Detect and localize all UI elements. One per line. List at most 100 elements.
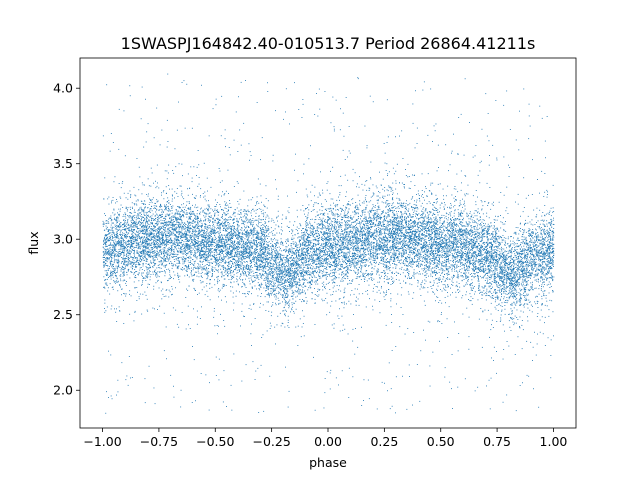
scatter-point bbox=[445, 230, 447, 231]
scatter-point bbox=[392, 202, 394, 204]
scatter-point bbox=[409, 376, 410, 377]
scatter-point bbox=[314, 245, 316, 247]
scatter-point bbox=[188, 223, 189, 225]
scatter-point bbox=[164, 252, 166, 254]
scatter-point bbox=[132, 231, 133, 232]
scatter-point bbox=[153, 387, 155, 389]
scatter-point bbox=[278, 265, 280, 267]
scatter-point bbox=[397, 234, 399, 236]
scatter-point bbox=[310, 287, 312, 289]
scatter-point bbox=[402, 158, 404, 159]
scatter-point bbox=[375, 257, 377, 259]
scatter-point bbox=[290, 311, 291, 313]
scatter-point bbox=[214, 213, 216, 215]
scatter-point bbox=[434, 222, 435, 224]
scatter-point bbox=[252, 224, 254, 225]
scatter-point bbox=[173, 224, 175, 225]
scatter-point bbox=[496, 262, 498, 263]
scatter-point bbox=[383, 251, 385, 253]
scatter-point bbox=[232, 248, 233, 250]
scatter-point bbox=[356, 219, 358, 220]
scatter-point bbox=[479, 240, 481, 242]
scatter-point bbox=[384, 253, 386, 255]
scatter-point bbox=[342, 261, 344, 263]
scatter-point bbox=[242, 236, 244, 238]
scatter-point bbox=[323, 284, 325, 286]
scatter-point bbox=[322, 223, 324, 225]
scatter-point bbox=[379, 192, 381, 194]
scatter-point bbox=[525, 265, 527, 267]
scatter-point bbox=[244, 221, 246, 223]
scatter-point bbox=[203, 255, 204, 257]
scatter-point bbox=[324, 246, 326, 248]
scatter-point bbox=[346, 191, 347, 193]
scatter-point bbox=[156, 222, 157, 224]
scatter-point bbox=[531, 289, 533, 291]
scatter-point bbox=[407, 291, 409, 293]
scatter-point bbox=[330, 272, 331, 274]
scatter-point bbox=[298, 255, 300, 257]
scatter-point bbox=[497, 276, 499, 277]
scatter-point bbox=[424, 279, 426, 281]
scatter-point bbox=[275, 239, 277, 241]
scatter-point bbox=[299, 223, 301, 225]
scatter-point bbox=[392, 244, 393, 246]
scatter-point bbox=[126, 235, 128, 237]
scatter-point bbox=[194, 271, 196, 273]
scatter-point bbox=[528, 301, 530, 303]
scatter-point bbox=[500, 257, 502, 259]
scatter-point bbox=[392, 247, 394, 249]
scatter-point bbox=[156, 164, 158, 166]
scatter-point bbox=[274, 261, 276, 262]
scatter-point bbox=[387, 228, 389, 230]
scatter-point bbox=[523, 273, 525, 275]
scatter-point bbox=[133, 231, 135, 233]
scatter-point bbox=[212, 242, 214, 243]
scatter-point bbox=[471, 255, 473, 257]
scatter-point bbox=[511, 249, 513, 250]
scatter-point bbox=[147, 254, 149, 256]
scatter-point bbox=[185, 234, 187, 235]
scatter-point bbox=[269, 261, 271, 263]
scatter-point bbox=[135, 261, 137, 262]
scatter-point bbox=[259, 219, 261, 221]
scatter-point bbox=[356, 258, 358, 259]
scatter-point bbox=[206, 231, 207, 233]
scatter-point bbox=[489, 247, 491, 249]
scatter-point bbox=[312, 255, 314, 257]
scatter-point bbox=[531, 250, 533, 251]
scatter-point bbox=[396, 275, 397, 276]
scatter-point bbox=[225, 246, 227, 248]
scatter-point bbox=[372, 184, 374, 186]
scatter-point bbox=[214, 236, 216, 238]
scatter-point bbox=[131, 225, 132, 227]
scatter-point bbox=[302, 248, 304, 250]
scatter-point bbox=[398, 224, 399, 226]
scatter-point bbox=[300, 273, 302, 275]
scatter-point bbox=[120, 233, 122, 235]
scatter-point bbox=[301, 262, 303, 263]
scatter-point bbox=[241, 231, 243, 233]
scatter-point bbox=[217, 270, 218, 272]
scatter-point bbox=[118, 250, 120, 252]
scatter-point bbox=[363, 224, 365, 225]
scatter-point bbox=[245, 231, 246, 233]
scatter-point bbox=[450, 221, 452, 223]
scatter-point bbox=[388, 224, 390, 225]
scatter-point bbox=[436, 242, 438, 244]
scatter-point bbox=[292, 260, 294, 262]
scatter-point bbox=[358, 242, 359, 244]
scatter-point bbox=[303, 173, 304, 175]
scatter-point bbox=[501, 248, 503, 250]
scatter-point bbox=[362, 262, 364, 264]
scatter-point bbox=[291, 296, 293, 297]
scatter-point bbox=[177, 276, 179, 278]
scatter-point bbox=[461, 248, 463, 250]
scatter-point bbox=[203, 248, 205, 250]
scatter-point bbox=[468, 257, 470, 259]
scatter-point bbox=[539, 236, 541, 238]
scatter-point bbox=[241, 227, 243, 229]
scatter-point bbox=[521, 258, 523, 260]
scatter-point bbox=[173, 234, 175, 236]
scatter-point bbox=[205, 212, 207, 214]
